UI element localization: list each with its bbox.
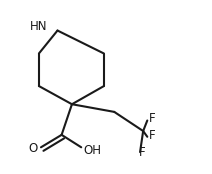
Text: F: F — [149, 112, 156, 125]
Text: F: F — [139, 146, 146, 159]
Text: HN: HN — [30, 20, 48, 33]
Text: F: F — [149, 129, 156, 142]
Text: OH: OH — [83, 144, 101, 157]
Text: O: O — [29, 142, 38, 155]
